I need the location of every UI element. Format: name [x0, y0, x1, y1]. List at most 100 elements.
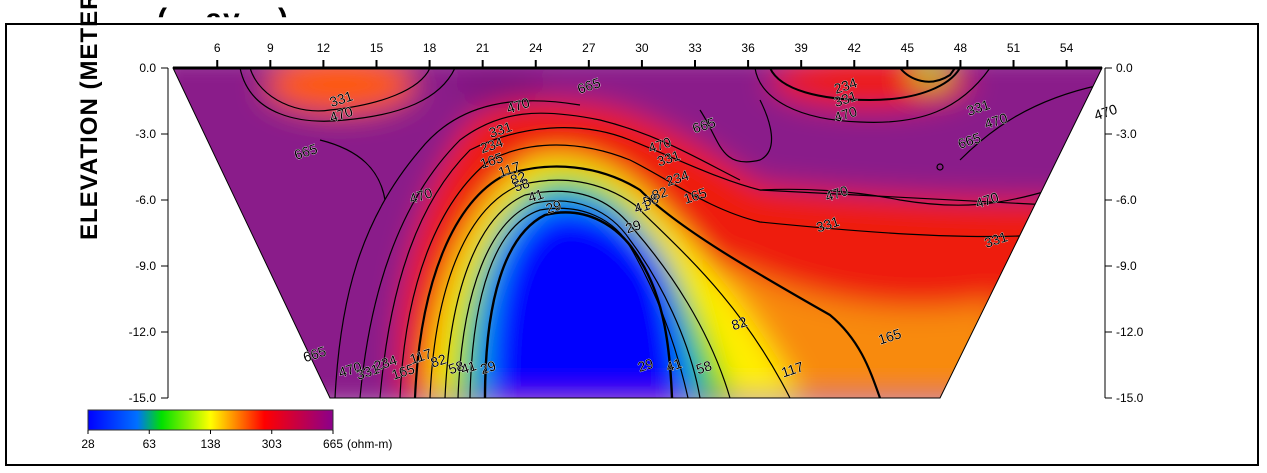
contour-label: 665 — [690, 114, 717, 137]
contour-label: 82 — [508, 168, 528, 188]
contour-label: 41 — [632, 197, 652, 217]
y-tick-right: -9.0 — [1105, 259, 1137, 273]
contour-label: 41 — [459, 357, 479, 377]
contour-label: 117 — [779, 358, 805, 380]
y-tick-label: -15.0 — [1116, 391, 1144, 405]
x-tick-label: 33 — [688, 41, 702, 55]
x-tick-label: 39 — [795, 41, 809, 55]
contour-label: 470 — [1092, 101, 1119, 124]
x-tick: 36 — [741, 41, 755, 68]
contour-label: 470 — [646, 134, 673, 157]
x-tick-label: 27 — [582, 41, 596, 55]
x-tick-label: 21 — [476, 41, 490, 55]
contour-label: 165 — [681, 184, 708, 207]
colorbar-label: 28 — [81, 437, 95, 451]
y-tick-left: -12.0 — [129, 325, 168, 339]
y-tick-label: -3.0 — [135, 127, 156, 141]
x-tick: 15 — [370, 41, 384, 68]
contour-label: 331 — [982, 228, 1009, 251]
colorbar-label: 665 — [323, 437, 343, 451]
contour-label: 665 — [956, 129, 983, 152]
y-tick-right: 0.0 — [1105, 61, 1133, 75]
y-tick-label: -9.0 — [1116, 259, 1137, 273]
contour-label: 234 — [832, 74, 859, 97]
contour-label: 165 — [478, 149, 505, 172]
y-tick-label: -9.0 — [135, 259, 156, 273]
contour-label: 665 — [575, 74, 602, 97]
contour-label: 82 — [650, 183, 670, 203]
contour-lines — [239, 68, 1101, 398]
contour-label: 41 — [664, 355, 684, 375]
y-axis-left: 0.0 -3.0 -6.0 -9.0 -12.0 -15.0 — [129, 61, 169, 405]
contour-label: 470 — [823, 182, 850, 205]
y-tick-label: -3.0 — [1116, 127, 1137, 141]
x-tick: 30 — [635, 41, 649, 68]
x-tick-label: 12 — [317, 41, 331, 55]
x-tick-label: 15 — [370, 41, 384, 55]
contour-label: 82 — [429, 351, 449, 371]
contour-label: 331 — [655, 147, 682, 170]
x-tick-label: 51 — [1007, 41, 1021, 55]
y-tick-right: -15.0 — [1105, 391, 1144, 405]
x-tick-label: 9 — [267, 41, 274, 55]
x-tick-label: 6 — [214, 41, 221, 55]
contour-label: 58 — [694, 357, 714, 377]
y-tick-label: 0.0 — [139, 61, 156, 75]
contour-label: 29 — [544, 197, 564, 217]
colorbar-unit: (ohm-m) — [347, 437, 392, 451]
y-tick-label: -12.0 — [1116, 325, 1144, 339]
x-axis: 6 9 12 15 18 21 24 27 30 33 36 39 42 45 48 51 54 — [214, 41, 1074, 68]
contour-label: 165 — [389, 360, 416, 383]
x-tick: 24 — [529, 41, 543, 68]
x-tick-label: 18 — [423, 41, 437, 55]
y-tick-label: 0.0 — [1116, 61, 1133, 75]
x-tick: 54 — [1060, 41, 1074, 68]
x-tick: 51 — [1007, 41, 1021, 68]
contour-label: 665 — [292, 140, 319, 163]
contour-label: 470 — [328, 103, 355, 126]
colorbar-label: 63 — [143, 437, 157, 451]
y-tick-left: -15.0 — [129, 391, 168, 405]
x-tick-label: 54 — [1060, 41, 1074, 55]
y-tick-right: -3.0 — [1105, 127, 1137, 141]
contour-label: 234 — [478, 134, 505, 157]
contour-label: 165 — [876, 325, 903, 348]
colorbar-label: 303 — [262, 437, 282, 451]
x-tick: 27 — [582, 41, 596, 68]
contour-label: 234 — [372, 352, 399, 375]
x-tick-label: 30 — [635, 41, 649, 55]
colorbar: 28 63 138 303 665 (ohm-m) — [81, 409, 392, 451]
x-tick: 9 — [267, 41, 274, 68]
y-tick-label: -6.0 — [1116, 193, 1137, 207]
contour-label: 665 — [301, 343, 328, 366]
colorbar-label: 138 — [200, 437, 220, 451]
y-tick-right: -6.0 — [1105, 193, 1137, 207]
contour-label: 470 — [336, 358, 363, 381]
contour-label: 234 — [664, 167, 691, 190]
y-axis-right: 0.0 -3.0 -6.0 -9.0 -12.0 -15.0 — [1104, 61, 1144, 405]
y-tick-left: -6.0 — [135, 193, 168, 207]
y-tick-right: -12.0 — [1105, 325, 1144, 339]
x-tick-label: 36 — [741, 41, 755, 55]
colorbar-gradient — [87, 409, 334, 431]
x-tick: 21 — [476, 41, 490, 68]
contour-label: 58 — [446, 357, 466, 377]
y-tick-left: 0.0 — [139, 61, 168, 75]
contour-label: 470 — [973, 189, 1000, 212]
cropped-title: (... ay ...) — [157, 3, 290, 36]
contour-label: 117 — [496, 158, 522, 180]
x-tick-label: 45 — [901, 41, 915, 55]
y-axis-label-text: ELEVATION (METER) — [76, 0, 103, 240]
x-tick-label: 42 — [848, 41, 862, 55]
contour-label: 331 — [832, 88, 859, 111]
resistivity-section — [173, 68, 1102, 398]
contour-label: 29 — [636, 355, 656, 375]
x-tick: 42 — [848, 41, 862, 68]
contour-label: 331 — [487, 118, 514, 141]
contour-label: 82 — [729, 313, 749, 333]
x-tick: 33 — [688, 41, 702, 68]
contour-label: 41 — [526, 186, 546, 206]
contour-label: 331 — [354, 360, 381, 383]
x-tick: 12 — [317, 41, 331, 68]
